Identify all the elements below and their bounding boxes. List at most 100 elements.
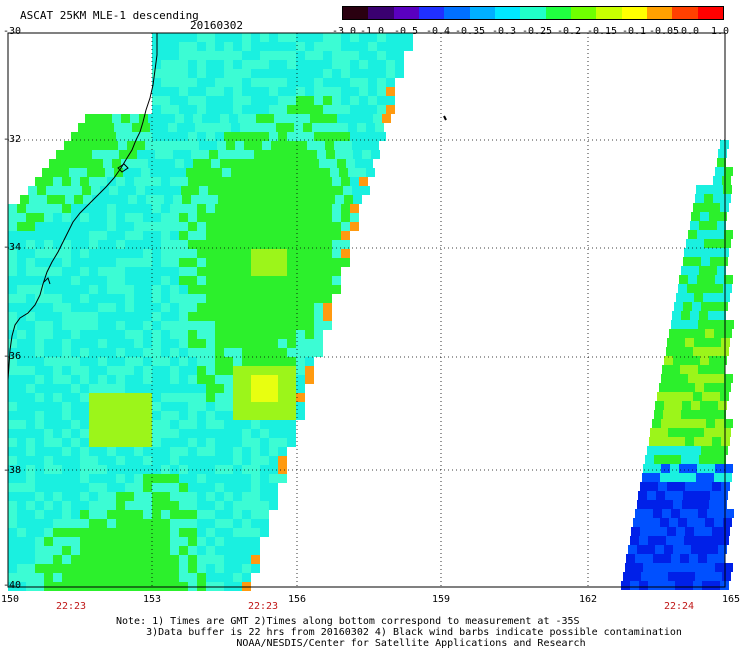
wind-cell xyxy=(296,105,305,114)
wind-cell xyxy=(152,222,161,231)
wind-cell xyxy=(197,87,206,96)
wind-cell xyxy=(305,96,314,105)
wind-cell xyxy=(213,168,222,177)
wind-cell xyxy=(242,132,251,141)
wind-cell xyxy=(179,564,188,573)
wind-cell xyxy=(278,429,287,438)
wind-cell xyxy=(188,51,197,60)
wind-cell xyxy=(332,42,341,51)
wind-cell xyxy=(314,240,323,249)
wind-cell xyxy=(224,330,233,339)
wind-cell xyxy=(301,159,310,168)
wind-cell xyxy=(242,519,251,528)
wind-cell xyxy=(278,375,287,384)
wind-cell xyxy=(143,213,152,222)
wind-cell xyxy=(359,87,368,96)
wind-cell xyxy=(197,546,206,555)
wind-cell xyxy=(134,258,143,267)
wind-cell xyxy=(314,96,323,105)
wind-cell xyxy=(715,563,724,572)
wind-cell xyxy=(224,312,233,321)
wind-cell xyxy=(35,555,44,564)
wind-cell xyxy=(89,492,98,501)
wind-cell xyxy=(656,446,665,455)
wind-cell xyxy=(691,545,700,554)
wind-cell xyxy=(652,563,661,572)
wind-cell xyxy=(170,357,179,366)
wind-cell xyxy=(707,554,716,563)
wind-cell xyxy=(62,411,71,420)
wind-cell xyxy=(170,555,179,564)
wind-cell xyxy=(170,411,179,420)
wind-cell xyxy=(706,230,715,239)
wind-cell xyxy=(674,491,683,500)
wind-cell xyxy=(8,240,17,249)
wind-cell xyxy=(179,519,188,528)
wind-cell xyxy=(148,114,157,123)
wind-cell xyxy=(98,537,107,546)
wind-cell xyxy=(44,267,53,276)
wind-cell xyxy=(690,221,699,230)
wind-cell xyxy=(62,249,71,258)
wind-cell xyxy=(92,195,101,204)
wind-cell xyxy=(73,141,82,150)
wind-cell xyxy=(233,294,242,303)
wind-cell xyxy=(215,312,224,321)
wind-cell xyxy=(224,573,233,582)
wind-cell xyxy=(341,87,350,96)
wind-cell xyxy=(670,464,679,473)
wind-cell xyxy=(152,177,161,186)
wind-cell xyxy=(116,222,125,231)
wind-cell xyxy=(71,204,80,213)
wind-cell xyxy=(161,456,170,465)
wind-cell xyxy=(664,356,673,365)
wind-cell xyxy=(251,438,260,447)
wind-cell xyxy=(296,213,305,222)
wind-cell xyxy=(224,285,233,294)
wind-cell xyxy=(386,60,395,69)
wind-cell xyxy=(161,420,170,429)
wind-cell xyxy=(161,375,170,384)
wind-cell xyxy=(260,501,269,510)
wind-cell xyxy=(233,231,242,240)
wind-cell xyxy=(26,438,35,447)
wind-cell xyxy=(679,374,688,383)
wind-cell xyxy=(260,267,269,276)
color-scale-segment xyxy=(672,7,698,19)
wind-cell xyxy=(224,438,233,447)
wind-cell xyxy=(125,366,134,375)
wind-cell xyxy=(107,501,116,510)
wind-cell xyxy=(702,347,711,356)
wind-cell xyxy=(80,249,89,258)
wind-cell xyxy=(53,213,62,222)
wind-cell xyxy=(179,96,188,105)
wind-cell xyxy=(218,195,227,204)
wind-cell xyxy=(240,123,249,132)
wind-cell xyxy=(170,312,179,321)
wind-cell xyxy=(269,357,278,366)
wind-cell xyxy=(330,168,339,177)
wind-cell xyxy=(696,329,705,338)
wind-cell xyxy=(26,555,35,564)
wind-cell xyxy=(692,446,701,455)
wind-cell xyxy=(116,294,125,303)
wind-cell xyxy=(134,231,143,240)
wind-cell xyxy=(242,213,251,222)
wind-cell xyxy=(118,186,127,195)
wind-cell xyxy=(8,231,17,240)
wind-cell xyxy=(107,474,116,483)
wind-cell xyxy=(155,150,164,159)
wind-cell xyxy=(386,96,395,105)
wind-cell xyxy=(233,510,242,519)
lon-label-153: 153 xyxy=(142,594,162,605)
wind-cell xyxy=(278,177,287,186)
wind-cell xyxy=(314,312,323,321)
wind-cell xyxy=(44,528,53,537)
wind-cell xyxy=(242,384,251,393)
wind-cell xyxy=(62,438,71,447)
wind-cell xyxy=(656,491,665,500)
wind-cell xyxy=(305,321,314,330)
wind-cell xyxy=(170,528,179,537)
wind-cell xyxy=(233,384,242,393)
wind-cell xyxy=(278,249,287,258)
